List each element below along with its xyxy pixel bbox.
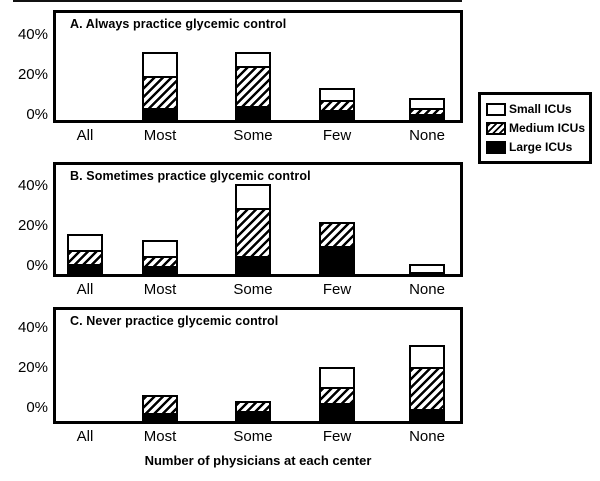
panel-b: B. Sometimes practice glycemic control — [53, 162, 463, 277]
x-tick-label-b-some: Some — [233, 281, 273, 298]
x-tick-label-a-some: Some — [233, 127, 273, 144]
x-tick-label-a-most: Most — [143, 127, 177, 144]
bar-segment-large-icus — [409, 272, 445, 274]
y-tick-label-c-0: 0% — [26, 399, 48, 416]
y-tick-label-b-40: 40% — [17, 177, 48, 194]
y-tick-label-a-0: 0% — [26, 106, 48, 123]
bar-segment-small-icus — [409, 264, 445, 272]
y-tick-label-a-40: 40% — [17, 26, 48, 43]
bar-segment-small-icus — [235, 52, 271, 66]
y-tick-label-c-40: 40% — [17, 319, 48, 336]
legend-item-small-icus: Small ICUs — [486, 102, 585, 116]
x-tick-label-c-some: Some — [233, 428, 273, 445]
bar-segment-small-icus — [142, 240, 178, 256]
x-axis-title: Number of physicians at each center — [144, 453, 372, 468]
stacked-bar-b-some — [235, 184, 271, 274]
stacked-bar-b-all — [67, 234, 103, 274]
bar-segment-medium-icus — [319, 222, 355, 246]
x-tick-label-c-all: All — [76, 428, 94, 445]
bar-segment-small-icus — [67, 234, 103, 250]
y-tick-label-b-20: 20% — [17, 217, 48, 234]
x-tick-label-b-most: Most — [143, 281, 177, 298]
stacked-bar-c-none — [409, 345, 445, 421]
stacked-bar-a-none — [409, 98, 445, 120]
bar-segment-medium-icus — [142, 256, 178, 266]
bar-segment-large-icus — [235, 411, 271, 421]
bar-segment-medium-icus — [409, 367, 445, 409]
panel-title-b: B. Sometimes practice glycemic control — [70, 169, 311, 183]
bar-segment-medium-icus — [67, 250, 103, 264]
stacked-bar-c-some — [235, 401, 271, 421]
y-tick-label-a-20: 20% — [17, 66, 48, 83]
bar-segment-large-icus — [235, 106, 271, 120]
legend-swatch-black-icon — [486, 140, 506, 154]
stacked-bar-c-most — [142, 395, 178, 421]
bar-segment-medium-icus — [235, 66, 271, 106]
bar-segment-large-icus — [319, 403, 355, 421]
stacked-bar-a-some — [235, 52, 271, 120]
bar-segment-medium-icus — [235, 401, 271, 411]
legend-item-medium-icus: Medium ICUs — [486, 121, 585, 135]
bar-segment-large-icus — [142, 413, 178, 421]
x-tick-label-c-none: None — [409, 428, 445, 445]
x-tick-label-b-none: None — [409, 281, 445, 298]
x-tick-label-b-all: All — [76, 281, 94, 298]
stacked-bar-a-few — [319, 88, 355, 120]
x-tick-label-c-most: Most — [143, 428, 177, 445]
bar-segment-small-icus — [235, 184, 271, 208]
stacked-bar-b-none — [409, 264, 445, 274]
bar-segment-small-icus — [409, 345, 445, 367]
legend-label: Large ICUs — [509, 140, 573, 154]
bar-segment-small-icus — [409, 98, 445, 108]
stacked-bar-b-few — [319, 222, 355, 274]
legend-swatch-white-icon — [486, 102, 506, 116]
bar-segment-medium-icus — [142, 395, 178, 413]
bar-segment-medium-icus — [319, 100, 355, 110]
y-tick-label-c-20: 20% — [17, 359, 48, 376]
x-tick-label-a-all: All — [76, 127, 94, 144]
legend-label: Small ICUs — [509, 102, 572, 116]
stacked-bar-b-most — [142, 240, 178, 274]
bar-segment-medium-icus — [142, 76, 178, 108]
legend-label: Medium ICUs — [509, 121, 586, 135]
panel-c: C. Never practice glycemic control — [53, 307, 463, 424]
panel-a: A. Always practice glycemic control — [53, 10, 463, 123]
bar-segment-large-icus — [319, 110, 355, 120]
x-tick-label-a-few: Few — [322, 127, 352, 144]
bar-segment-large-icus — [67, 264, 103, 274]
panel-title-c: C. Never practice glycemic control — [70, 314, 279, 328]
bar-segment-large-icus — [409, 114, 445, 120]
x-tick-label-a-none: None — [409, 127, 445, 144]
panel-title-a: A. Always practice glycemic control — [70, 17, 287, 31]
scan-artifact-line — [13, 0, 462, 2]
legend-item-large-icus: Large ICUs — [486, 140, 585, 154]
legend-swatch-hatch-icon — [486, 121, 506, 135]
bar-segment-medium-icus — [319, 387, 355, 403]
x-tick-label-c-few: Few — [322, 428, 352, 445]
bar-segment-large-icus — [319, 246, 355, 274]
bar-segment-medium-icus — [409, 108, 445, 114]
stacked-bar-c-few — [319, 367, 355, 421]
bar-segment-large-icus — [142, 108, 178, 120]
legend: Small ICUs Medium ICUs Large ICUs — [478, 92, 592, 164]
bar-segment-small-icus — [319, 367, 355, 387]
bar-segment-large-icus — [409, 409, 445, 421]
y-tick-label-b-0: 0% — [26, 257, 48, 274]
bar-segment-small-icus — [319, 88, 355, 100]
x-tick-label-b-few: Few — [322, 281, 352, 298]
bar-segment-large-icus — [235, 256, 271, 274]
bar-segment-small-icus — [142, 52, 178, 76]
bar-segment-large-icus — [142, 266, 178, 274]
bar-segment-medium-icus — [235, 208, 271, 256]
stacked-bar-a-most — [142, 52, 178, 120]
